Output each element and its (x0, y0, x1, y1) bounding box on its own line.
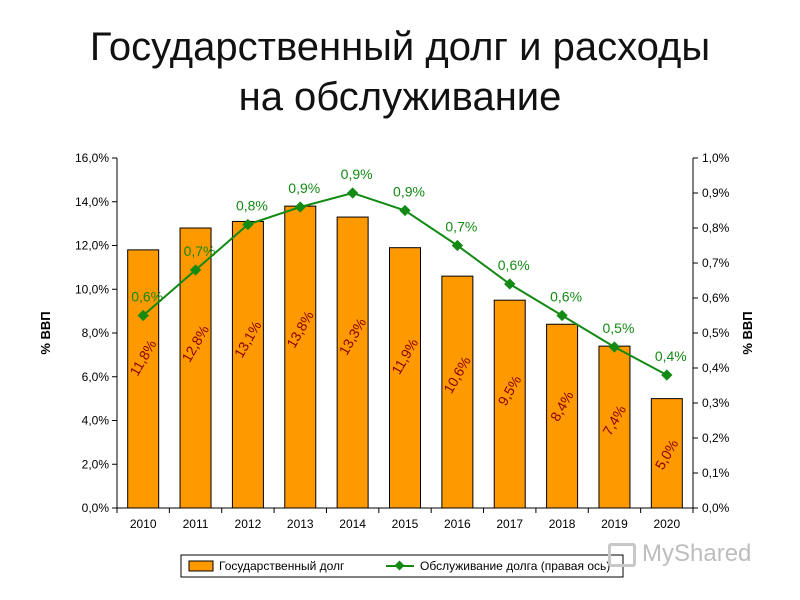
right-tick-label: 0,2% (702, 431, 730, 445)
left-axis-title: % ВВП (38, 311, 53, 354)
watermark-text: MyShared (642, 540, 752, 567)
left-tick-label: 0,0% (82, 501, 110, 515)
x-tick-label: 2012 (235, 517, 262, 531)
right-tick-label: 0,9% (702, 186, 730, 200)
left-tick-label: 6,0% (82, 370, 110, 384)
presentation-icon (608, 542, 636, 567)
right-tick-label: 0,4% (702, 361, 730, 375)
left-tick-label: 16,0% (75, 151, 109, 165)
line-value-label: 0,9% (341, 166, 373, 182)
service-point-2012 (242, 218, 254, 231)
legend-bar-swatch (188, 560, 214, 572)
line-value-label: 0,9% (393, 184, 425, 200)
x-tick-label: 2014 (339, 517, 366, 531)
line-value-label: 0,7% (184, 243, 216, 259)
x-tick-label: 2019 (601, 517, 628, 531)
right-axis-title: % ВВП (740, 311, 755, 354)
line-value-label: 0,7% (445, 219, 477, 235)
bar-2013 (284, 205, 317, 509)
service-point-2011 (189, 264, 202, 276)
right-tick-label: 0,8% (702, 221, 730, 235)
service-point-2020 (661, 369, 673, 381)
x-tick-label: 2020 (653, 517, 680, 531)
right-tick-label: 0,3% (702, 396, 730, 410)
legend: Государственный долг Обслуживание долга (… (180, 554, 624, 578)
bar-2016 (441, 275, 474, 509)
left-tick-label: 14,0% (75, 195, 109, 209)
bars-group (127, 205, 683, 509)
line-value-label: 0,9% (288, 180, 320, 196)
line-value-label: 0,5% (602, 320, 634, 336)
right-tick-label: 0,6% (702, 291, 730, 305)
line-value-label: 0,4% (655, 348, 687, 364)
bar-2010 (127, 249, 160, 509)
bar-2014 (336, 216, 369, 509)
left-tick-label: 12,0% (75, 239, 109, 253)
service-point-2010 (137, 309, 149, 322)
service-point-2015 (399, 204, 411, 217)
x-tick-label: 2017 (496, 517, 523, 531)
right-tick-label: 1,0% (702, 151, 730, 165)
service-point-2013 (294, 201, 306, 213)
service-point-2014 (346, 187, 359, 199)
right-tick-label: 0,1% (702, 466, 730, 480)
title-line-1: Государственный долг и расходы (89, 25, 711, 69)
right-tick-label: 0,0% (702, 501, 730, 515)
title-line-2: на обслуживание (238, 75, 562, 119)
axes-group: 0,0% 2,0% 4,0% 6,0% 8,0% 10,0% 12,0% 14,0% 16,0%… (38, 151, 755, 531)
bar-2012 (231, 220, 264, 509)
x-tick-label: 2011 (183, 517, 209, 531)
x-tick-label: 2013 (287, 517, 314, 531)
legend-line-marker (394, 560, 405, 571)
service-point-2016 (451, 239, 464, 252)
bar-2017 (493, 299, 526, 509)
line-value-label: 0,6% (131, 289, 163, 305)
legend-line-label: Обслуживание долга (правая ось) (420, 559, 610, 573)
legend-bar-label: Государственный долг (219, 559, 345, 573)
slide-title: Государственный долг и расходы на обслуж… (0, 22, 800, 122)
left-tick-label: 8,0% (82, 326, 110, 340)
x-tick-label: 2018 (549, 517, 576, 531)
x-tick-label: 2010 (130, 517, 157, 531)
bar-2020 (650, 398, 683, 509)
bar-2015 (389, 247, 421, 509)
left-tick-label: 10,0% (75, 282, 109, 296)
left-tick-label: 2,0% (82, 457, 110, 471)
line-value-label: 0,6% (498, 257, 530, 273)
right-tick-label: 0,5% (702, 326, 730, 340)
x-tick-label: 2016 (444, 517, 471, 531)
service-point-2017 (504, 278, 516, 290)
left-tick-label: 4,0% (82, 414, 110, 428)
service-point-2019 (608, 341, 621, 353)
right-tick-label: 0,7% (702, 256, 730, 270)
service-point-2018 (556, 309, 568, 322)
line-value-label: 0,6% (550, 289, 582, 305)
bar-2018 (546, 323, 579, 509)
line-group (137, 187, 673, 381)
watermark: MyShared (608, 536, 778, 572)
x-tick-label: 2015 (392, 517, 419, 531)
line-value-label: 0,8% (236, 198, 268, 214)
